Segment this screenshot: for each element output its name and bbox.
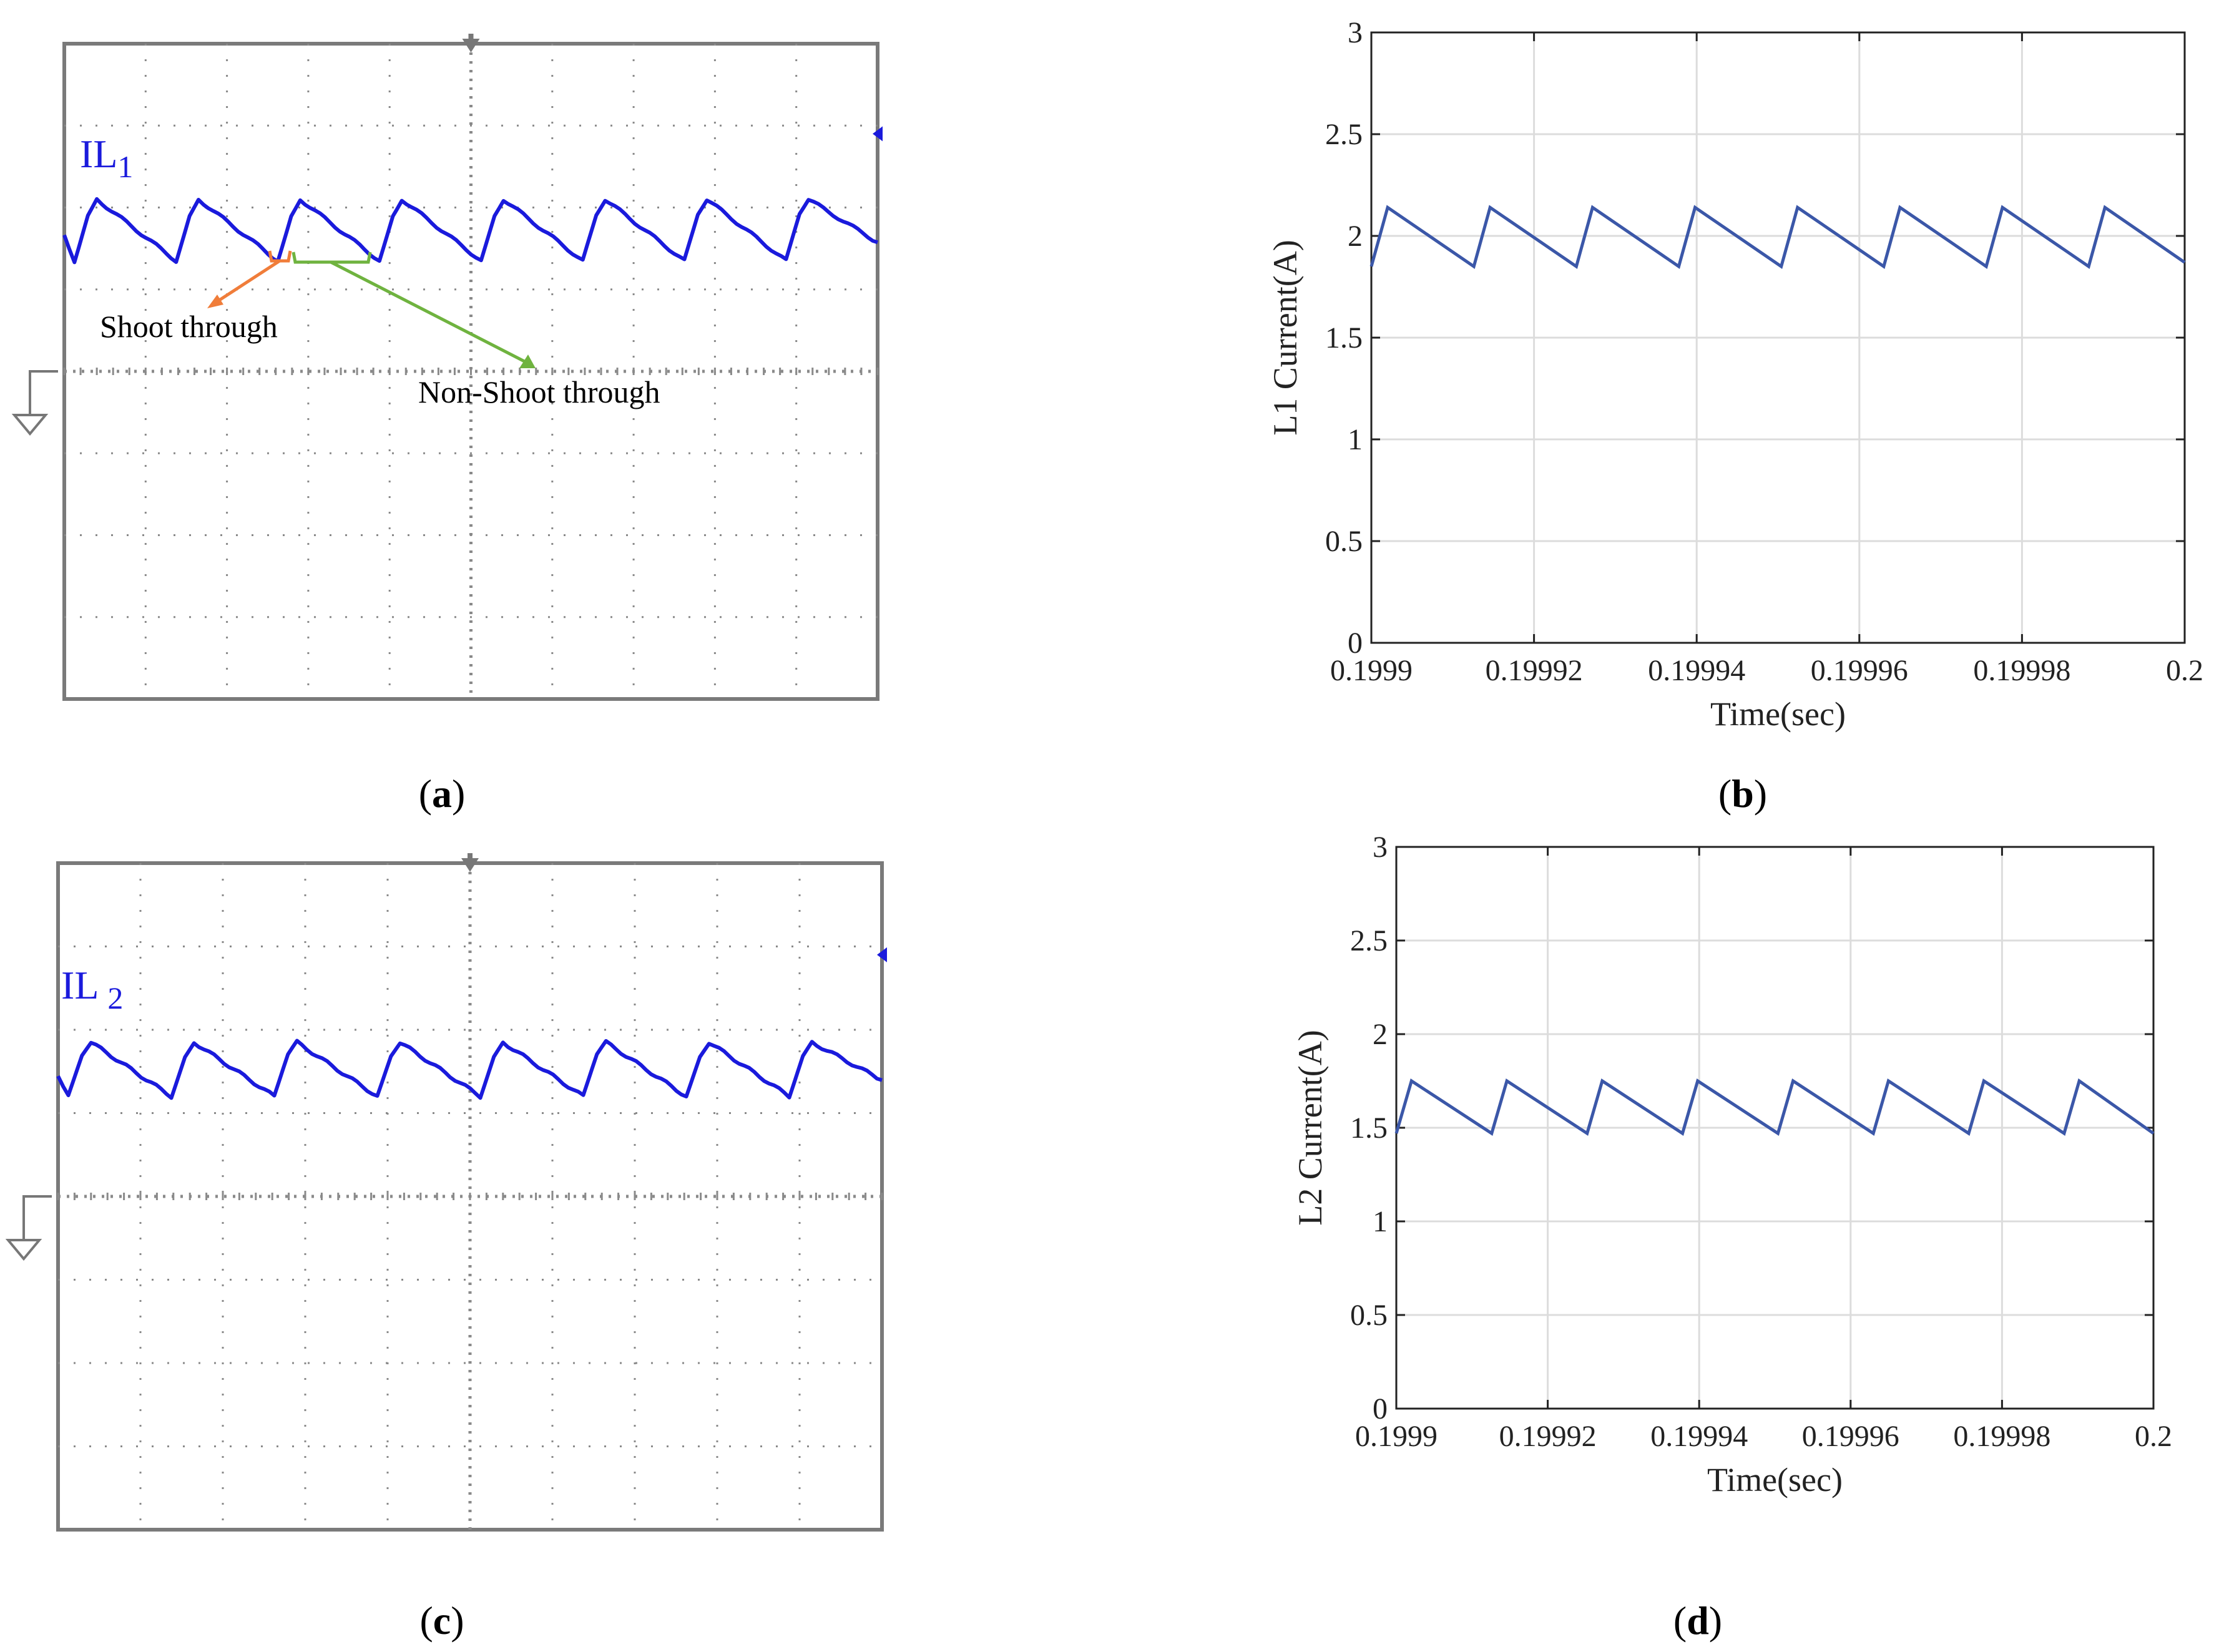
scope-panel-c	[5, 853, 887, 1532]
series-line	[1369, 205, 2186, 269]
trigger-marker-icon	[462, 39, 480, 52]
non-shoot-through-arrowhead	[519, 354, 536, 368]
scope-c-label: IL 2	[61, 963, 123, 1015]
x-tick-label: 0.19996	[1811, 654, 1908, 687]
series-line	[1394, 1078, 2155, 1136]
ground-reference-icon	[5, 1239, 42, 1261]
trigger-marker-icon	[461, 858, 479, 872]
x-tick-label: 0.2	[2166, 654, 2203, 687]
x-tick-label: 0.19992	[1486, 654, 1583, 687]
x-axis-label: Time(sec)	[1710, 695, 1846, 733]
x-tick-label: 0.19998	[1953, 1420, 2050, 1453]
channel-level-icon	[873, 126, 883, 142]
x-tick-label: 0.19998	[1973, 654, 2070, 687]
y-axis-label: L2 Current(A)	[1291, 1030, 1329, 1225]
y-tick-label: 2.5	[1325, 118, 1363, 151]
channel-level-icon	[877, 947, 887, 962]
shoot-through-label: Shoot through	[100, 309, 278, 344]
x-tick-label: 0.1999	[1330, 654, 1413, 687]
x-tick-label: 0.19992	[1499, 1420, 1597, 1453]
shoot-through-arrow-line	[212, 259, 281, 306]
x-tick-label: 0.19994	[1648, 654, 1745, 687]
y-tick-label: 3	[1373, 831, 1388, 864]
x-axis-label: Time(sec)	[1707, 1461, 1843, 1498]
non-shoot-through-arrow-line	[330, 260, 529, 365]
y-tick-label: 2	[1348, 220, 1363, 253]
plot-frame	[1370, 31, 2186, 644]
ground-reference-line	[29, 370, 58, 415]
plot-panel-b: 0.1999 0.19992 0.19994 0.19996 0.19998 0.2 0 0.…	[1266, 16, 2203, 733]
caption-a: (a)	[418, 771, 466, 816]
plot-frame	[1395, 846, 2155, 1410]
non-shoot-through-label: Non-Shoot through	[418, 374, 660, 409]
shoot-through-brace	[268, 250, 292, 263]
caption-d: (d)	[1673, 1598, 1723, 1643]
y-tick-label: 1	[1373, 1205, 1388, 1238]
ground-reference-icon	[11, 414, 49, 436]
x-tick-label: 0.19996	[1802, 1420, 1899, 1453]
y-tick-label: 0.5	[1350, 1299, 1388, 1332]
x-tick-label: 0.19994	[1650, 1420, 1748, 1453]
y-tick-label: 0.5	[1325, 525, 1363, 558]
scope-trace	[56, 1039, 883, 1100]
trigger-stem	[468, 853, 473, 859]
scope-a-label: IL1	[80, 132, 133, 184]
scope-panel-a	[11, 34, 883, 701]
y-tick-label: 2.5	[1350, 924, 1388, 957]
y-tick-label: 2	[1373, 1018, 1388, 1051]
ground-reference-line	[22, 1195, 52, 1240]
x-tick-label: 0.2	[2135, 1420, 2172, 1453]
plot-panel-d: 0.1999 0.19992 0.19994 0.19996 0.19998 0.2 0 0.…	[1291, 831, 2172, 1498]
scope-trace	[62, 197, 878, 265]
y-tick-label: 1.5	[1325, 321, 1363, 354]
y-tick-label: 0	[1348, 627, 1363, 660]
caption-c: (c)	[419, 1598, 464, 1643]
trigger-stem	[468, 34, 474, 40]
y-tick-label: 3	[1348, 16, 1363, 49]
y-tick-label: 1.5	[1350, 1112, 1388, 1145]
y-axis-label: L1 Current(A)	[1266, 240, 1304, 435]
shoot-through-arrowhead	[207, 295, 223, 308]
y-tick-label: 1	[1348, 423, 1363, 456]
y-tick-label: 0	[1373, 1392, 1388, 1425]
caption-b: (b)	[1718, 771, 1768, 816]
x-tick-label: 0.1999	[1355, 1420, 1438, 1453]
